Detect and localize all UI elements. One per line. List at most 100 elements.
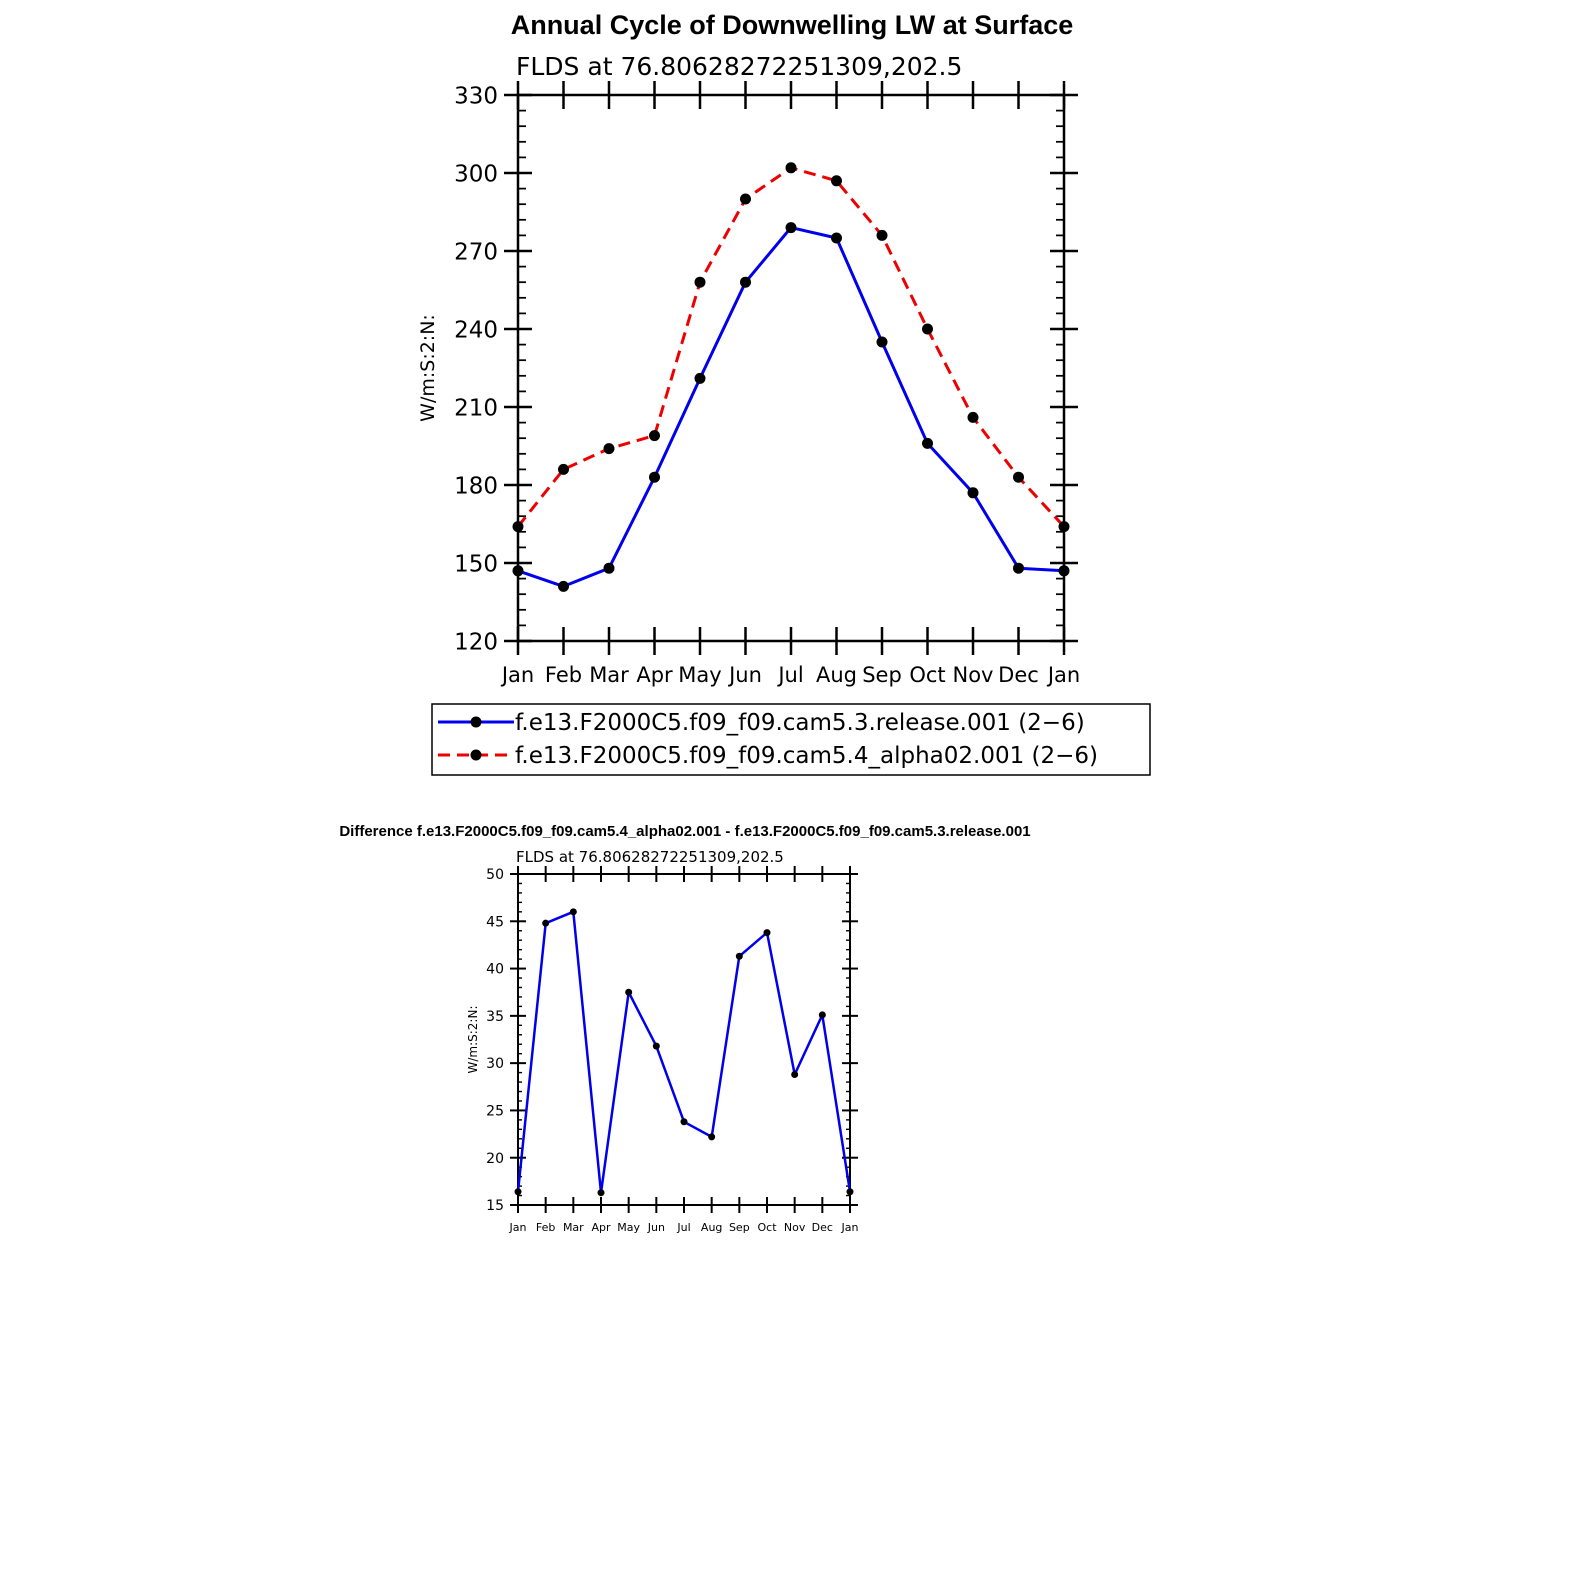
- data-point-s2-1: [558, 463, 569, 475]
- x-tick-label: May: [678, 663, 721, 687]
- data-point-s2-0: [512, 521, 524, 533]
- x-tick-label: Jan: [509, 1221, 527, 1234]
- y-tick-label: 120: [454, 629, 498, 655]
- y-tick-label: 35: [486, 1009, 504, 1025]
- data-point-s2-11: [1013, 471, 1024, 483]
- chart-subtitle: FLDS at 76.80628272251309,202.5: [516, 848, 784, 866]
- x-tick-label: Sep: [862, 663, 902, 687]
- data-point-s1-1: [558, 580, 569, 592]
- data-point-s1-7: [831, 232, 842, 244]
- plot-frame: [517, 873, 851, 1206]
- x-tick-label: Jul: [676, 1221, 690, 1234]
- x-tick-label: Nov: [953, 663, 994, 687]
- x-tick-label: Jun: [647, 1221, 665, 1234]
- data-point-s2-6: [785, 162, 797, 174]
- x-tick-label: Sep: [729, 1221, 750, 1234]
- x-tick-label: Feb: [545, 663, 582, 687]
- chart-subtitle: FLDS at 76.80628272251309,202.5: [516, 52, 962, 81]
- y-tick-label: 30: [486, 1056, 504, 1072]
- legend-label-2: f.e13.F2000C5.f09_f09.cam5.4_alpha02.001…: [515, 743, 1098, 769]
- data-point-s1-8: [735, 952, 743, 960]
- data-point-s1-9: [922, 437, 933, 449]
- y-tick-label: 15: [486, 1198, 504, 1214]
- data-point-s2-9: [922, 323, 933, 335]
- y-tick-label: 20: [486, 1151, 504, 1167]
- data-point-s1-8: [876, 336, 888, 348]
- legend-marker-1: [470, 716, 482, 728]
- x-tick-label: Apr: [591, 1221, 611, 1234]
- data-point-s1-11: [818, 1011, 826, 1019]
- series-line-1: [517, 226, 1065, 588]
- series-line-2: [516, 166, 1066, 528]
- data-point-s1-5: [740, 276, 751, 288]
- data-point-s1-3: [649, 471, 660, 483]
- x-tick-label: Jan: [1046, 663, 1080, 687]
- x-tick-label: Jun: [727, 663, 762, 687]
- data-point-s1-6: [680, 1118, 688, 1126]
- x-tick-label: Jan: [500, 663, 534, 687]
- y-tick-label: 240: [454, 317, 498, 343]
- y-tick-label: 40: [486, 962, 504, 978]
- data-point-s1-12: [1058, 565, 1070, 577]
- series-line-1: [516, 910, 852, 1194]
- x-tick-label: Dec: [812, 1221, 833, 1234]
- y-axis-label: W/m:S:2:N:: [417, 314, 439, 422]
- y-tick-label: 300: [454, 161, 498, 187]
- data-point-s1-2: [603, 562, 615, 574]
- chart-2: Difference f.e13.F2000C5.f09_f09.cam5.4_…: [339, 823, 1030, 1234]
- x-tick-label: Dec: [998, 663, 1039, 687]
- data-point-s1-12: [846, 1188, 854, 1196]
- chart-title: Difference f.e13.F2000C5.f09_f09.cam5.4_…: [339, 823, 1030, 840]
- data-point-s1-9: [763, 929, 771, 937]
- y-tick-label: 50: [486, 867, 504, 883]
- data-point-s1-10: [967, 487, 979, 499]
- data-point-s2-4: [694, 276, 706, 288]
- legend-box: [431, 703, 1151, 776]
- x-tick-label: May: [617, 1221, 640, 1234]
- x-tick-label: Aug: [701, 1221, 722, 1234]
- x-tick-label: Jan: [841, 1221, 859, 1234]
- data-point-s1-7: [708, 1133, 716, 1141]
- x-tick-label: Oct: [757, 1221, 777, 1234]
- x-tick-label: Aug: [816, 663, 857, 687]
- data-point-s1-6: [785, 222, 797, 234]
- data-point-s1-0: [514, 1188, 522, 1196]
- legend: f.e13.F2000C5.f09_f09.cam5.3.release.001…: [431, 703, 1151, 776]
- data-point-s1-5: [652, 1042, 660, 1050]
- y-tick-label: 270: [454, 239, 498, 265]
- y-tick-label: 25: [486, 1103, 504, 1119]
- chart-1: Annual Cycle of Downwelling LW at Surfac…: [417, 10, 1151, 776]
- y-axis-label: W/m:S:2:N:: [466, 1006, 480, 1074]
- data-point-s2-10: [967, 411, 979, 423]
- data-point-s2-12: [1058, 521, 1070, 533]
- data-point-s1-11: [1013, 562, 1024, 574]
- x-tick-label: Mar: [589, 663, 629, 687]
- y-tick-label: 210: [454, 395, 498, 421]
- plot-frame: [516, 93, 1066, 643]
- x-tick-label: Mar: [563, 1221, 584, 1234]
- data-point-s2-3: [649, 430, 660, 442]
- data-point-s2-7: [831, 175, 842, 187]
- y-tick-label: 45: [486, 914, 504, 930]
- legend-marker-2: [470, 749, 482, 761]
- data-point-s1-1: [542, 919, 550, 927]
- x-tick-label: Oct: [909, 663, 945, 687]
- data-point-s2-2: [603, 443, 615, 455]
- legend-label-1: f.e13.F2000C5.f09_f09.cam5.3.release.001…: [515, 710, 1085, 736]
- y-tick-label: 330: [454, 83, 498, 109]
- x-tick-label: Jul: [776, 663, 803, 687]
- data-point-s1-3: [597, 1189, 605, 1197]
- data-point-s2-8: [876, 229, 888, 241]
- data-point-s1-2: [569, 908, 577, 916]
- data-point-s2-5: [740, 193, 751, 205]
- chart-title: Annual Cycle of Downwelling LW at Surfac…: [511, 10, 1074, 40]
- data-point-s1-0: [512, 565, 524, 577]
- x-tick-label: Apr: [636, 663, 673, 687]
- data-point-s1-4: [694, 372, 706, 384]
- x-tick-label: Nov: [784, 1221, 806, 1234]
- y-tick-label: 180: [454, 473, 498, 499]
- data-point-s1-4: [625, 988, 633, 996]
- x-tick-label: Feb: [536, 1221, 555, 1234]
- data-point-s1-10: [791, 1070, 799, 1078]
